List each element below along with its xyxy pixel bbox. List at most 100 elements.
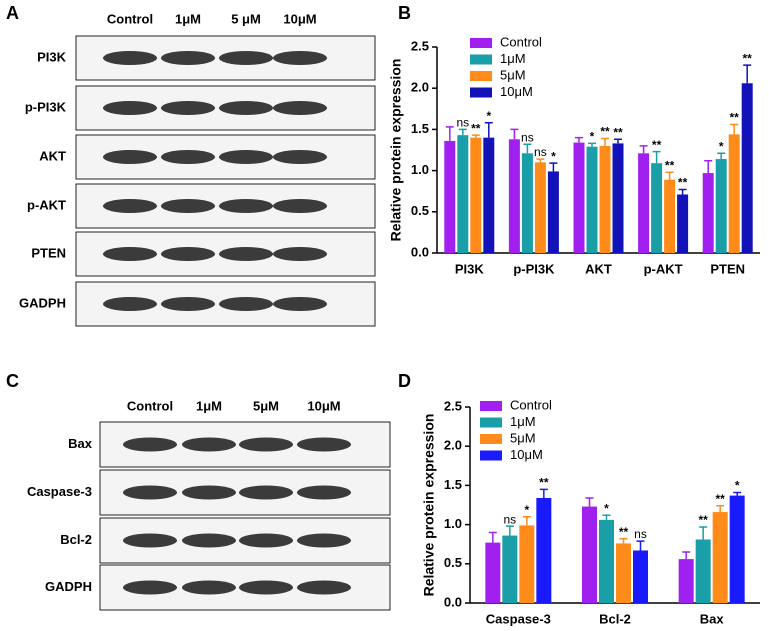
blot-band bbox=[273, 101, 327, 115]
blot-band bbox=[161, 150, 215, 164]
blot-band bbox=[161, 101, 215, 115]
blot-band bbox=[123, 580, 177, 595]
blot-band bbox=[103, 101, 157, 115]
panel-label: A bbox=[6, 3, 19, 23]
error-bar bbox=[588, 142, 596, 147]
y-axis-label: Relative protein expression bbox=[421, 414, 437, 597]
significance-label: ** bbox=[678, 176, 688, 190]
significance-label: ** bbox=[652, 138, 662, 152]
error-bar bbox=[471, 134, 480, 138]
lane-label: Control bbox=[127, 398, 173, 413]
error-bar bbox=[601, 137, 609, 146]
x-tick-label: AKT bbox=[585, 261, 612, 276]
blot-band bbox=[123, 533, 177, 548]
panel-label: B bbox=[398, 3, 411, 23]
protein-label: GADPH bbox=[19, 295, 66, 310]
blot-band bbox=[182, 437, 236, 452]
lane-label: 5μM bbox=[253, 398, 279, 413]
error-bar bbox=[575, 136, 583, 143]
significance-label: * bbox=[719, 139, 724, 153]
blot-band bbox=[297, 437, 351, 452]
blot-band bbox=[161, 51, 215, 65]
y-tick-label: 1.0 bbox=[411, 162, 429, 177]
blot-band bbox=[297, 580, 351, 595]
protein-label: GADPH bbox=[45, 579, 92, 594]
error-bar bbox=[699, 526, 708, 540]
lane-label: Control bbox=[107, 11, 153, 26]
bar bbox=[633, 550, 648, 603]
blot-band bbox=[297, 485, 351, 500]
blot-band bbox=[103, 150, 157, 164]
blot-band bbox=[182, 485, 236, 500]
error-bar bbox=[704, 159, 713, 174]
significance-label: ** bbox=[698, 513, 708, 527]
error-bar bbox=[510, 128, 519, 140]
bar bbox=[702, 173, 714, 253]
significance-label: * bbox=[590, 130, 595, 144]
error-bar bbox=[505, 525, 514, 536]
significance-label: ns bbox=[634, 527, 647, 541]
significance-label: ** bbox=[730, 111, 740, 125]
blot-band bbox=[239, 485, 293, 500]
legend-swatch bbox=[470, 71, 492, 81]
significance-label: ns bbox=[521, 130, 534, 144]
bar bbox=[483, 137, 495, 253]
blot-band bbox=[219, 297, 273, 311]
lane-label: 1μM bbox=[196, 398, 222, 413]
error-bar bbox=[716, 505, 725, 513]
error-bar bbox=[678, 188, 687, 195]
significance-label: ns bbox=[456, 116, 469, 130]
blot-band bbox=[219, 150, 273, 164]
significance-label: ** bbox=[715, 492, 725, 506]
lane-label: 1μM bbox=[175, 11, 201, 26]
protein-label: Bcl-2 bbox=[60, 532, 92, 547]
error-bar bbox=[585, 497, 594, 507]
bar bbox=[536, 497, 552, 603]
blot-band bbox=[123, 437, 177, 452]
blot-band bbox=[182, 580, 236, 595]
significance-label: ** bbox=[539, 475, 549, 489]
blot-band bbox=[123, 485, 177, 500]
bar bbox=[582, 506, 597, 603]
bar bbox=[612, 143, 624, 253]
blot-band bbox=[273, 247, 327, 261]
blot-band bbox=[239, 533, 293, 548]
x-tick-label: Caspase-3 bbox=[486, 611, 551, 626]
error-bar bbox=[636, 540, 645, 551]
bar bbox=[664, 179, 676, 253]
protein-label: PI3K bbox=[37, 49, 67, 64]
bar bbox=[712, 512, 728, 603]
blot-band bbox=[219, 247, 273, 261]
bar bbox=[519, 525, 535, 603]
y-tick-label: 1.5 bbox=[444, 477, 462, 492]
error-bar bbox=[488, 531, 497, 543]
significance-label: ** bbox=[743, 51, 753, 65]
legend-swatch bbox=[480, 450, 502, 461]
error-bar bbox=[522, 516, 531, 526]
error-bar bbox=[484, 122, 493, 138]
bar bbox=[470, 137, 482, 253]
legend-label: 10μM bbox=[510, 447, 543, 462]
bar bbox=[485, 542, 501, 603]
bar bbox=[521, 153, 533, 253]
bar bbox=[729, 495, 745, 603]
error-bar bbox=[730, 123, 739, 135]
y-axis-label: Relative protein expression bbox=[388, 59, 404, 242]
protein-label: PTEN bbox=[31, 245, 66, 260]
lane-label: 10μM bbox=[283, 11, 316, 26]
panel-label: D bbox=[398, 371, 411, 391]
bar bbox=[444, 140, 456, 253]
significance-label: * bbox=[735, 479, 740, 493]
blot-band bbox=[103, 297, 157, 311]
bar bbox=[547, 171, 559, 253]
blot-band bbox=[273, 199, 327, 213]
legend-swatch bbox=[470, 38, 492, 48]
x-tick-label: PTEN bbox=[710, 261, 745, 276]
error-bar bbox=[539, 488, 548, 498]
error-bar bbox=[639, 145, 648, 154]
blot-band bbox=[103, 199, 157, 213]
significance-label: ns bbox=[503, 512, 516, 526]
error-bar bbox=[652, 150, 661, 164]
y-tick-label: 0.5 bbox=[411, 203, 429, 218]
